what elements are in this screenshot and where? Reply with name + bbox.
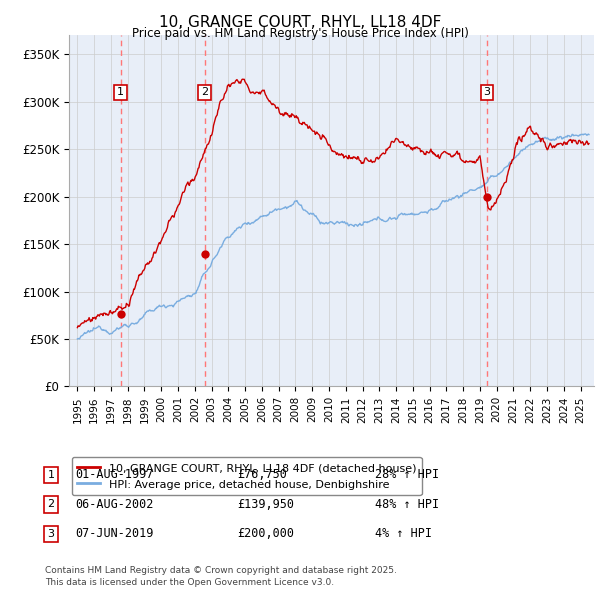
- Legend: 10, GRANGE COURT, RHYL, LL18 4DF (detached house), HPI: Average price, detached : 10, GRANGE COURT, RHYL, LL18 4DF (detach…: [72, 457, 422, 495]
- Text: 2: 2: [47, 500, 55, 509]
- Text: 3: 3: [47, 529, 55, 539]
- Text: 1: 1: [47, 470, 55, 480]
- Text: 48% ↑ HPI: 48% ↑ HPI: [375, 498, 439, 511]
- Text: £76,750: £76,750: [237, 468, 287, 481]
- Text: Contains HM Land Registry data © Crown copyright and database right 2025.
This d: Contains HM Land Registry data © Crown c…: [45, 566, 397, 587]
- Text: 01-AUG-1997: 01-AUG-1997: [75, 468, 154, 481]
- Text: £200,000: £200,000: [237, 527, 294, 540]
- Text: 1: 1: [117, 87, 124, 97]
- Text: £139,950: £139,950: [237, 498, 294, 511]
- Text: 3: 3: [484, 87, 490, 97]
- Text: 10, GRANGE COURT, RHYL, LL18 4DF: 10, GRANGE COURT, RHYL, LL18 4DF: [159, 15, 441, 30]
- Text: 07-JUN-2019: 07-JUN-2019: [75, 527, 154, 540]
- Text: Price paid vs. HM Land Registry's House Price Index (HPI): Price paid vs. HM Land Registry's House …: [131, 27, 469, 40]
- Text: 4% ↑ HPI: 4% ↑ HPI: [375, 527, 432, 540]
- Text: 06-AUG-2002: 06-AUG-2002: [75, 498, 154, 511]
- Text: 2: 2: [201, 87, 208, 97]
- Text: 28% ↑ HPI: 28% ↑ HPI: [375, 468, 439, 481]
